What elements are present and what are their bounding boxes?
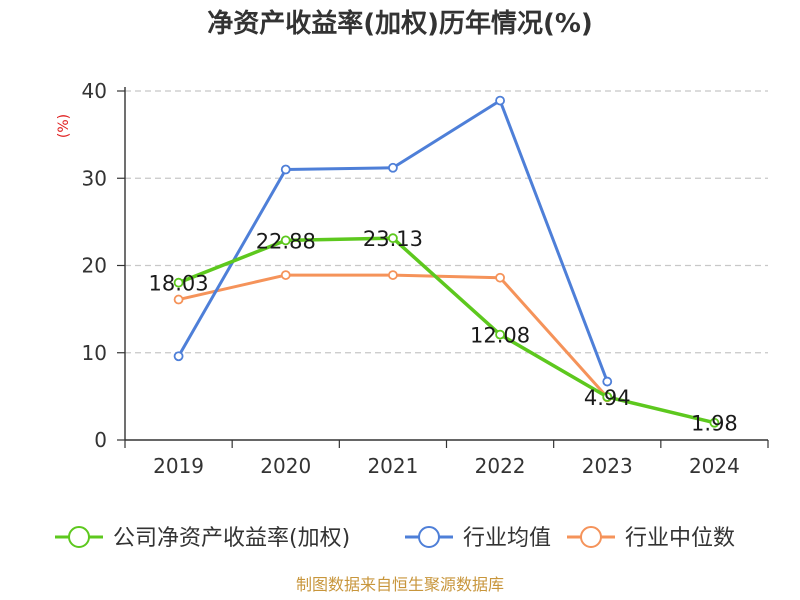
y-tick-label-0: 0 — [94, 428, 107, 452]
y-tick-label-10: 10 — [82, 341, 107, 365]
data-label-2022: 12.08 — [470, 324, 530, 348]
series-layer — [173, 95, 720, 428]
legend-label-0: 公司净资产收益率(加权) — [113, 526, 350, 551]
legend-circle-icon — [68, 526, 90, 548]
series-0-point-2020 — [280, 235, 291, 246]
x-tick-label-2024: 2024 — [689, 454, 740, 478]
series-2-point-2019 — [173, 294, 184, 305]
grid-lines — [125, 90, 768, 354]
legend-item-0[interactable]: 公司净资产收益率(加权) — [55, 526, 350, 551]
chart-title: 净资产收益率(加权)历年情况(%) — [207, 8, 593, 39]
legend-circle-icon — [580, 526, 602, 548]
x-tick-label-2023: 2023 — [582, 454, 633, 478]
series-2-point-2020 — [280, 270, 291, 280]
legend-label-2: 行业中位数 — [625, 526, 735, 551]
data-label-2021: 23.13 — [363, 227, 423, 251]
data-labels: 18.03 22.88 23.13 12.08 4.94 1.98 — [149, 227, 738, 436]
legend-label-1: 行业均值 — [463, 526, 551, 551]
series-1-point-2021 — [388, 162, 398, 173]
data-label-2020: 22.88 — [256, 229, 316, 253]
series-2-point-2021 — [388, 270, 398, 280]
series-line-2 — [178, 273, 609, 399]
series-0-point-2019 — [173, 277, 184, 288]
series-0-point-2022 — [495, 329, 505, 340]
x-tick-label-2021: 2021 — [367, 454, 418, 478]
data-label-2024: 1.98 — [691, 412, 738, 436]
y-tick-label-40: 40 — [82, 79, 107, 103]
series-0-point-2021 — [388, 233, 398, 244]
series-line-0 — [177, 236, 715, 425]
legend-item-2[interactable]: 行业中位数 — [567, 526, 735, 551]
source-note: 制图数据来自恒生聚源数据库 — [296, 575, 504, 594]
y-axis-unit: (%) — [56, 114, 72, 138]
legend-circle-icon — [418, 526, 440, 548]
x-tick-label-2020: 2020 — [260, 454, 311, 478]
x-tick-label-2019: 2019 — [153, 454, 204, 478]
series-1-point-2023 — [602, 376, 613, 387]
series-1-point-2022 — [495, 95, 505, 106]
series-2-point-2022 — [495, 272, 505, 283]
y-tick-label-20: 20 — [82, 254, 107, 278]
series-0-point-2024 — [709, 417, 720, 428]
series-0-point-2023 — [602, 391, 613, 402]
x-tick-label-2022: 2022 — [475, 454, 526, 478]
axes: 0 10 20 30 40 2019 2020 2021 2022 2023 2024 — [82, 79, 769, 478]
data-label-2019: 18.03 — [149, 272, 209, 296]
legend[interactable]: 公司净资产收益率(加权) 行业均值 行业中位数 — [55, 526, 735, 551]
y-tick-label-30: 30 — [82, 166, 107, 190]
series-1-point-2020 — [280, 164, 291, 175]
series-1-point-2019 — [173, 351, 184, 362]
legend-item-1[interactable]: 行业均值 — [405, 526, 551, 551]
data-label-2023: 4.94 — [584, 386, 631, 410]
